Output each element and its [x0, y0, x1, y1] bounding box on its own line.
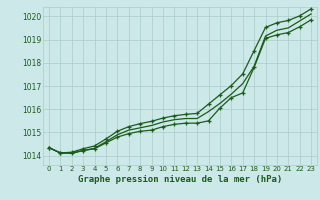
- X-axis label: Graphe pression niveau de la mer (hPa): Graphe pression niveau de la mer (hPa): [78, 175, 282, 184]
